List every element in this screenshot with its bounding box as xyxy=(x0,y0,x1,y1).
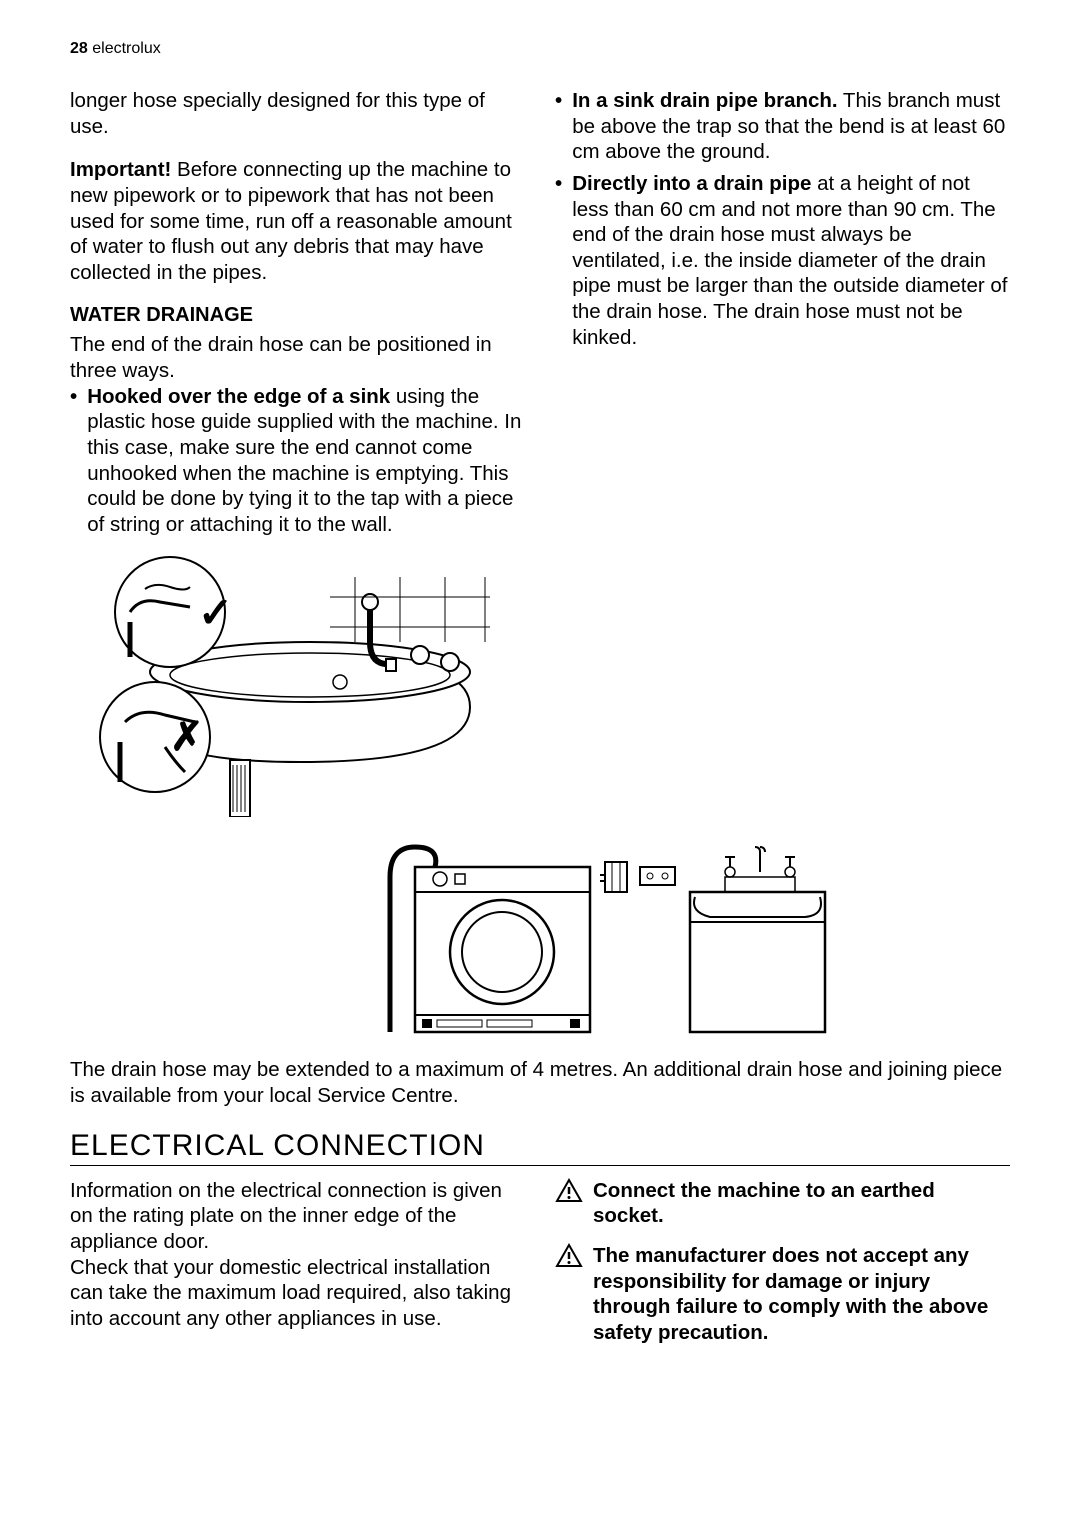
right-column: • In a sink drain pipe branch. This bran… xyxy=(555,88,1010,817)
direct-bold: Directly into a drain pipe xyxy=(572,172,811,195)
hooked-bold: Hooked over the edge of a sink xyxy=(87,385,390,408)
electrical-right-column: Connect the machine to an earthed socket… xyxy=(555,1178,1010,1360)
electrical-info-text: Information on the electrical connection… xyxy=(70,1178,525,1332)
page-header: 28 electrolux xyxy=(70,40,1010,58)
cross-icon: ✗ xyxy=(170,715,204,759)
two-column-layout: longer hose specially designed for this … xyxy=(70,88,1010,817)
sink-hose-illustration: ✓ ✗ xyxy=(70,547,500,817)
list-item: • In a sink drain pipe branch. This bran… xyxy=(555,88,1010,165)
electrical-columns: Information on the electrical connection… xyxy=(70,1178,1010,1360)
warning-item: The manufacturer does not accept any res… xyxy=(555,1243,1010,1346)
warning-item: Connect the machine to an earthed socket… xyxy=(555,1178,1010,1229)
list-item: • Directly into a drain pipe at a height… xyxy=(555,171,1010,350)
drainage-list-left: • Hooked over the edge of a sink using t… xyxy=(70,384,525,538)
direct-text: at a height of not less than 60 cm and n… xyxy=(572,172,1007,349)
list-item: • Hooked over the edge of a sink using t… xyxy=(70,384,525,538)
warning-triangle-icon xyxy=(555,1178,583,1211)
electrical-left-column: Information on the electrical connection… xyxy=(70,1178,525,1360)
brand-name: electrolux xyxy=(92,40,160,57)
warning-triangle-icon xyxy=(555,1243,583,1276)
warning-text-2: The manufacturer does not accept any res… xyxy=(593,1243,1010,1346)
check-icon: ✓ xyxy=(198,589,233,636)
water-drainage-intro: The end of the drain hose can be positio… xyxy=(70,332,525,383)
sink-branch-bold: In a sink drain pipe branch. xyxy=(572,89,837,112)
important-label: Important! xyxy=(70,158,171,181)
electrical-section-title: ELECTRICAL CONNECTION xyxy=(70,1129,1010,1163)
section-divider xyxy=(70,1165,1010,1166)
page-number: 28 xyxy=(70,40,88,57)
washer-drain-illustration xyxy=(70,837,1010,1037)
bullet-icon: • xyxy=(70,384,77,410)
bullet-icon: • xyxy=(555,88,562,114)
left-column: longer hose specially designed for this … xyxy=(70,88,525,817)
warning-text-1: Connect the machine to an earthed socket… xyxy=(593,1178,1010,1229)
extension-note: The drain hose may be extended to a maxi… xyxy=(70,1057,1010,1108)
intro-paragraph: longer hose specially designed for this … xyxy=(70,88,525,139)
bullet-icon: • xyxy=(555,171,562,197)
important-paragraph: Important! Before connecting up the mach… xyxy=(70,157,525,285)
drainage-list-right: • In a sink drain pipe branch. This bran… xyxy=(555,88,1010,350)
water-drainage-heading: WATER DRAINAGE xyxy=(70,303,525,328)
